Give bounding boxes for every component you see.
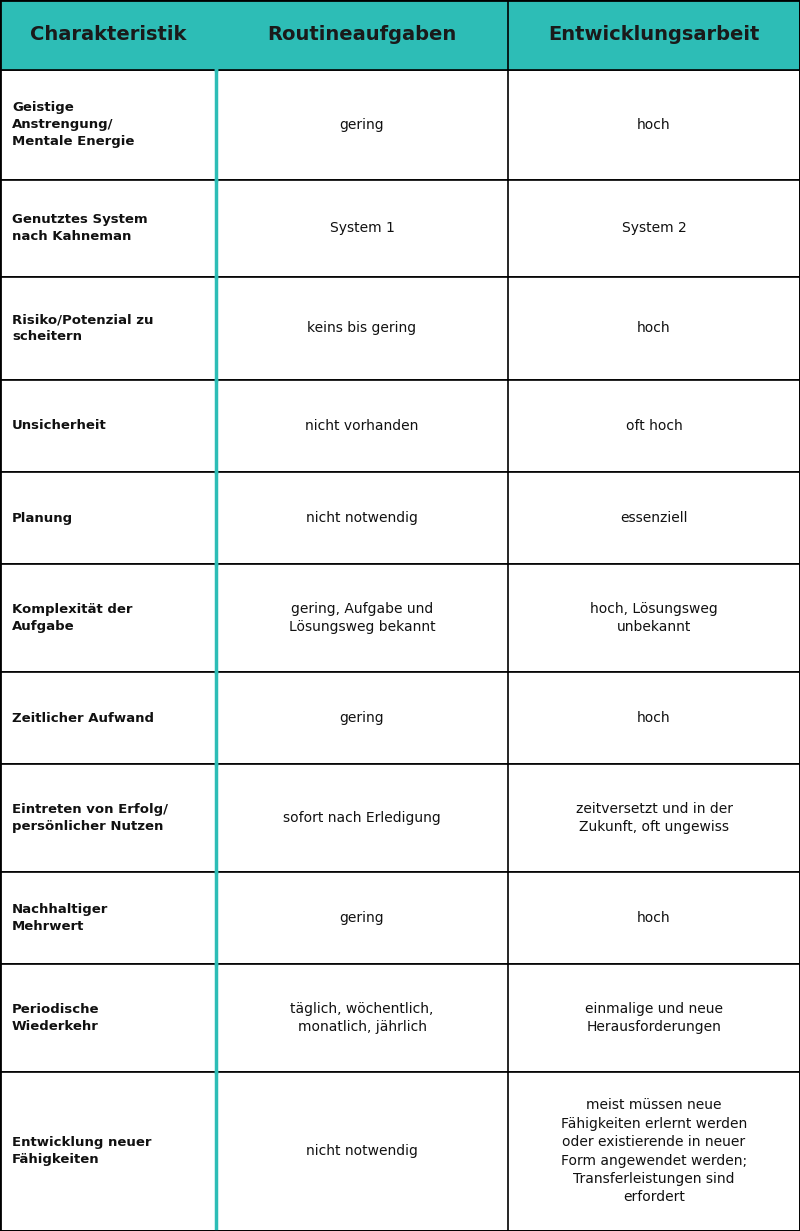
Bar [0,277,800,379]
Text: Nachhaltiger
Mehrwert: Nachhaltiger Mehrwert [12,904,108,933]
Text: Komplexität der
Aufgabe: Komplexität der Aufgabe [12,603,133,633]
Text: Geistige
Anstrengung/
Mentale Energie: Geistige Anstrengung/ Mentale Energie [12,101,134,148]
Text: Risiko/Potenzial zu
scheitern: Risiko/Potenzial zu scheitern [12,313,154,343]
Text: System 2: System 2 [622,222,686,235]
Bar [0,379,800,471]
Text: keins bis gering: keins bis gering [307,321,417,335]
Bar [0,872,800,964]
Bar [0,1072,800,1231]
Text: oft hoch: oft hoch [626,419,682,433]
Text: System 1: System 1 [330,222,394,235]
Text: Periodische
Wiederkehr: Periodische Wiederkehr [12,1003,99,1033]
Bar [0,70,800,180]
Text: gering, Aufgabe und
Lösungsweg bekannt: gering, Aufgabe und Lösungsweg bekannt [289,602,435,634]
Text: täglich, wöchentlich,
monatlich, jährlich: täglich, wöchentlich, monatlich, jährlic… [290,1002,434,1034]
Text: Planung: Planung [12,512,73,524]
Bar [0,180,800,277]
Bar [0,564,800,672]
Text: Entwicklungsarbeit: Entwicklungsarbeit [548,26,760,44]
Text: Zeitlicher Aufwand: Zeitlicher Aufwand [12,712,154,725]
Text: gering: gering [340,911,384,926]
Text: nicht notwendig: nicht notwendig [306,511,418,526]
Text: Eintreten von Erfolg/
persönlicher Nutzen: Eintreten von Erfolg/ persönlicher Nutze… [12,803,168,833]
Bar [0,471,800,564]
Bar [0,764,800,872]
Text: hoch, Lösungsweg
unbekannt: hoch, Lösungsweg unbekannt [590,602,718,634]
Bar [0,964,800,1072]
Text: nicht notwendig: nicht notwendig [306,1145,418,1158]
Text: einmalige und neue
Herausforderungen: einmalige und neue Herausforderungen [585,1002,723,1034]
Bar [0,0,800,70]
Text: Charakteristik: Charakteristik [30,26,186,44]
Text: Entwicklung neuer
Fähigkeiten: Entwicklung neuer Fähigkeiten [12,1136,151,1167]
Text: nicht vorhanden: nicht vorhanden [306,419,418,433]
Text: zeitversetzt und in der
Zukunft, oft ungewiss: zeitversetzt und in der Zukunft, oft ung… [575,801,733,835]
Text: meist müssen neue
Fähigkeiten erlernt werden
oder existierende in neuer
Form ang: meist müssen neue Fähigkeiten erlernt we… [561,1098,747,1204]
Text: Unsicherheit: Unsicherheit [12,420,106,432]
Text: hoch: hoch [637,712,671,725]
Text: Genutztes System
nach Kahneman: Genutztes System nach Kahneman [12,213,148,244]
Text: Routineaufgaben: Routineaufgaben [267,26,457,44]
Bar [0,672,800,764]
Text: gering: gering [340,712,384,725]
Text: hoch: hoch [637,118,671,132]
Text: hoch: hoch [637,321,671,335]
Text: essenziell: essenziell [620,511,688,526]
Text: hoch: hoch [637,911,671,926]
Text: sofort nach Erledigung: sofort nach Erledigung [283,811,441,825]
Text: gering: gering [340,118,384,132]
